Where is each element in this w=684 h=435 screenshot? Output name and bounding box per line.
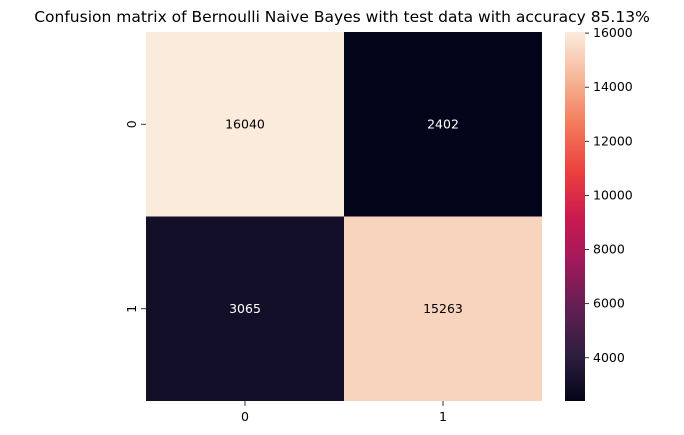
cell-value-label-0-0: 16040	[225, 116, 265, 131]
heatmap-cell-1-0	[146, 216, 344, 401]
heatmap-cell-1-1	[344, 216, 542, 401]
colorbar	[565, 32, 585, 401]
colorbar-tick-label: 8000	[593, 242, 625, 257]
cell-value-label-1-0: 3065	[229, 301, 261, 316]
heatmap-cell-0-0	[146, 32, 344, 217]
heatmap-cells: 16040 2402 3065 15263	[146, 32, 542, 401]
colorbar-axis: 4000 6000 8000 10000 12000 14000 16000	[585, 25, 633, 365]
cell-value-label-0-1: 2402	[427, 116, 459, 131]
chart-title: Confusion matrix of Bernoulli Naive Baye…	[34, 8, 650, 26]
y-tick-label: 0	[124, 120, 139, 128]
colorbar-tick-label: 14000	[593, 79, 633, 94]
colorbar-tick-label: 16000	[593, 25, 633, 40]
colorbar-tick-label: 4000	[593, 350, 625, 365]
y-tick-label: 1	[124, 305, 139, 313]
heatmap-cell-0-1	[344, 32, 542, 217]
colorbar-tick-label: 6000	[593, 296, 625, 311]
cell-value-label-1-1: 15263	[423, 301, 463, 316]
colorbar-tick-label: 12000	[593, 133, 633, 148]
y-axis: 01	[124, 120, 146, 313]
colorbar-tick-label: 10000	[593, 187, 633, 202]
x-tick-label: 1	[439, 409, 447, 424]
x-tick-label: 0	[241, 409, 249, 424]
